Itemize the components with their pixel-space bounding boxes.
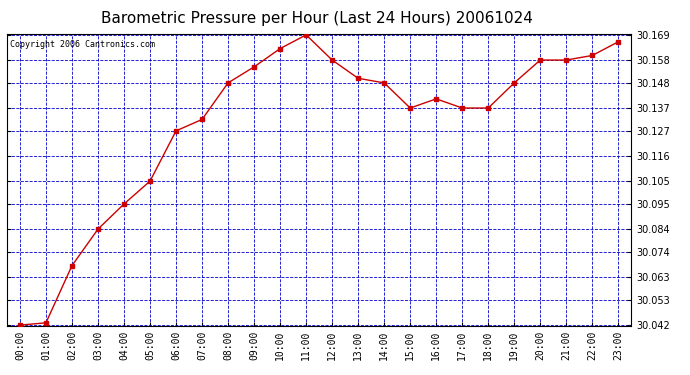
Text: Barometric Pressure per Hour (Last 24 Hours) 20061024: Barometric Pressure per Hour (Last 24 Ho… — [101, 11, 533, 26]
Text: Copyright 2006 Cantronics.com: Copyright 2006 Cantronics.com — [10, 40, 155, 49]
